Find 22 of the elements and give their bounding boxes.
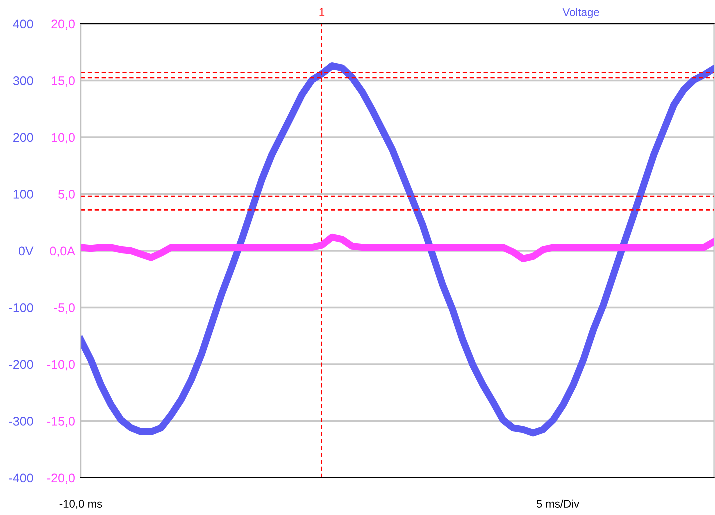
y2-tick-label: -5,0 [54, 304, 75, 314]
y-tick-label: -300 [9, 417, 34, 426]
y2-tick-label: -20,0 [48, 474, 75, 484]
text: Voltage [562, 8, 600, 19]
y-tick-label: -400 [9, 474, 34, 483]
y2-tick-label: 5,0 [58, 190, 75, 200]
y-tick-label: 0V [18, 246, 34, 256]
y2-tick-label: -10,0 [48, 360, 75, 371]
y2-tick-label: 15,0 [52, 76, 75, 87]
y-tick-label: -100 [9, 304, 34, 312]
y-tick-label: 400 [13, 20, 34, 29]
y2-tick-label: 0,0A [50, 246, 76, 258]
text: 1 [320, 8, 325, 16]
y-tick-label: 200 [14, 133, 34, 142]
y-tick-label: -200 [9, 360, 34, 370]
y2-tick-label: 20,0 [52, 20, 75, 30]
text: 5 ms/Div [536, 500, 580, 508]
y-tick-label: 300 [13, 76, 34, 86]
y2-tick-label: -15,0 [48, 417, 75, 428]
y2-tick-label: 10,0 [52, 133, 75, 144]
y-tick-label: 100 [14, 190, 34, 199]
text: -10,0 ms [60, 500, 102, 510]
